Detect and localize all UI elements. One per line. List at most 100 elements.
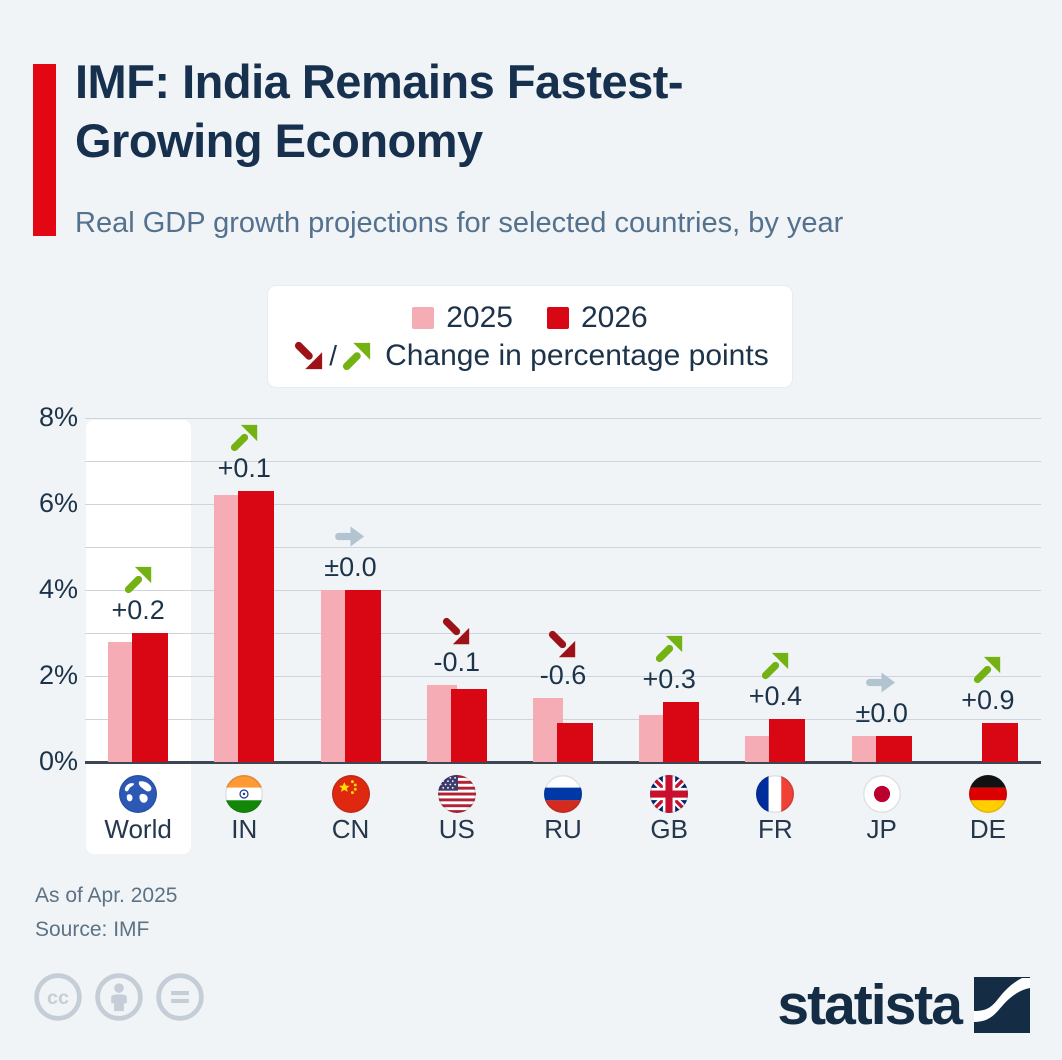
title-accent-bar: [33, 64, 56, 236]
bar-2026-RU: [557, 723, 593, 762]
gridline-3pct: [85, 633, 1041, 634]
arrow-flat-icon: [335, 526, 365, 547]
change-annotation-US: -0.1: [404, 613, 510, 677]
cc-license: cc: [33, 972, 205, 1022]
change-annotation-FR: +0.4: [722, 647, 828, 711]
change-annotation-CN: ±0.0: [297, 518, 403, 582]
x-axis-baseline: [85, 760, 1041, 764]
gridline-6pct: [85, 504, 1041, 505]
legend-swatch-2025: [412, 306, 435, 329]
title-line-2: Growing Economy: [75, 114, 483, 167]
category-label-GB: GB: [650, 814, 688, 844]
title-line-1: IMF: India Remains Fastest-: [75, 55, 684, 108]
arrow-up-icon: [655, 635, 682, 662]
cc-nd-icon: [156, 973, 204, 1021]
arrow-down-icon: [443, 617, 470, 644]
gridline-4pct: [85, 590, 1041, 591]
legend: 2025 2026 / Change in percentage points: [268, 286, 792, 387]
flag-DE: [968, 775, 1007, 818]
category-label-FR: FR: [758, 814, 793, 844]
flag-FR: [756, 775, 795, 818]
flag-icon-ru: [544, 775, 582, 813]
arrow-up-icon: [124, 566, 151, 594]
legend-series-row: 2025 2026: [395, 301, 665, 335]
legend-change-label: Change in percentage points: [385, 338, 769, 372]
arrow-down-icon: [295, 341, 323, 369]
bar-2026-IN: [238, 491, 275, 762]
flag-icon-in: [225, 775, 264, 813]
change-annotation-World: +0.2: [85, 561, 191, 625]
arrow-flat-icon: [866, 672, 896, 693]
change-annotation-IN: +0.1: [191, 419, 297, 483]
y-tick-label-4: 4%: [38, 574, 78, 604]
flag-CN: [331, 775, 370, 818]
category-label-DE: DE: [969, 814, 1006, 844]
gridline-7pct: [85, 461, 1041, 462]
flag-IN: [225, 775, 264, 818]
arrow-up-icon: [342, 341, 372, 371]
flag-GB: [650, 775, 689, 818]
arrow-up-icon: [230, 424, 257, 452]
bar-2026-JP: [875, 736, 912, 762]
flag-icon-us: [437, 775, 476, 813]
change-value: -0.1: [433, 646, 481, 677]
arrow-up-icon: [761, 652, 789, 680]
flag-icon-de: [968, 775, 1007, 813]
change-value: ±0.0: [855, 698, 908, 729]
category-label-World: World: [104, 814, 172, 844]
change-value: +0.2: [111, 595, 165, 625]
statista-logo: statista: [777, 972, 1030, 1038]
y-tick-label-2: 2%: [38, 660, 78, 690]
bar-2026-US: [450, 688, 487, 762]
statista-wordmark: statista: [777, 973, 963, 1037]
y-tick-label-6: 6%: [38, 488, 78, 518]
arrow-down-icon: [294, 341, 324, 371]
flag-icon-jp: [862, 775, 901, 813]
page-title: IMF: India Remains Fastest- Growing Econ…: [75, 52, 995, 170]
cc-icon: cc: [34, 973, 82, 1021]
gridline-8pct: [85, 418, 1041, 419]
flag-icon-gb: [650, 775, 689, 813]
statista-logomark-icon: [974, 977, 1030, 1033]
bar-2026-CN: [344, 590, 381, 762]
legend-separator: /: [329, 339, 338, 371]
page-subtitle: Real GDP growth projections for selected…: [75, 207, 844, 239]
gridline-1pct: [85, 719, 1041, 720]
legend-item-2025: 2025: [412, 301, 513, 335]
arrow-down-icon: [549, 630, 576, 657]
bar-2026-GB: [663, 701, 700, 762]
as-of-date: As of Apr. 2025: [35, 884, 178, 907]
gridline-5pct: [85, 547, 1041, 548]
flag-icon-fr: [756, 775, 795, 813]
y-tick-label-8: 8%: [38, 402, 78, 432]
flag-JP: [862, 775, 901, 818]
flag-icon-world: [119, 775, 158, 813]
change-value: +0.4: [748, 681, 803, 711]
legend-swatch-2026: [547, 306, 569, 329]
flag-RU: [544, 775, 582, 818]
arrow-up-icon: [974, 657, 1001, 684]
flag-World: [119, 775, 158, 818]
category-label-IN: IN: [231, 814, 258, 844]
bar-2026-DE: [981, 723, 1018, 762]
legend-label-2026: 2026: [581, 300, 648, 334]
legend-item-2026: 2026: [547, 301, 648, 335]
category-label-JP: JP: [866, 814, 897, 844]
change-annotation-RU: -0.6: [510, 626, 616, 690]
flag-US: [437, 775, 476, 818]
change-annotation-DE: +0.9: [935, 651, 1041, 715]
change-value: +0.1: [217, 453, 271, 484]
legend-change-row: / Change in percentage points: [291, 338, 769, 373]
svg-text:cc: cc: [47, 987, 69, 1009]
change-value: -0.6: [539, 659, 587, 690]
category-label-RU: RU: [544, 814, 582, 844]
change-annotation-GB: +0.3: [616, 630, 722, 694]
legend-label-2025: 2025: [446, 300, 513, 334]
category-label-CN: CN: [331, 814, 370, 844]
category-label-US: US: [438, 814, 475, 844]
flag-icon-cn: [331, 775, 370, 813]
cc-by-icon: [95, 973, 143, 1021]
arrow-up-icon: [343, 342, 371, 370]
change-annotation-JP: ±0.0: [829, 664, 935, 728]
